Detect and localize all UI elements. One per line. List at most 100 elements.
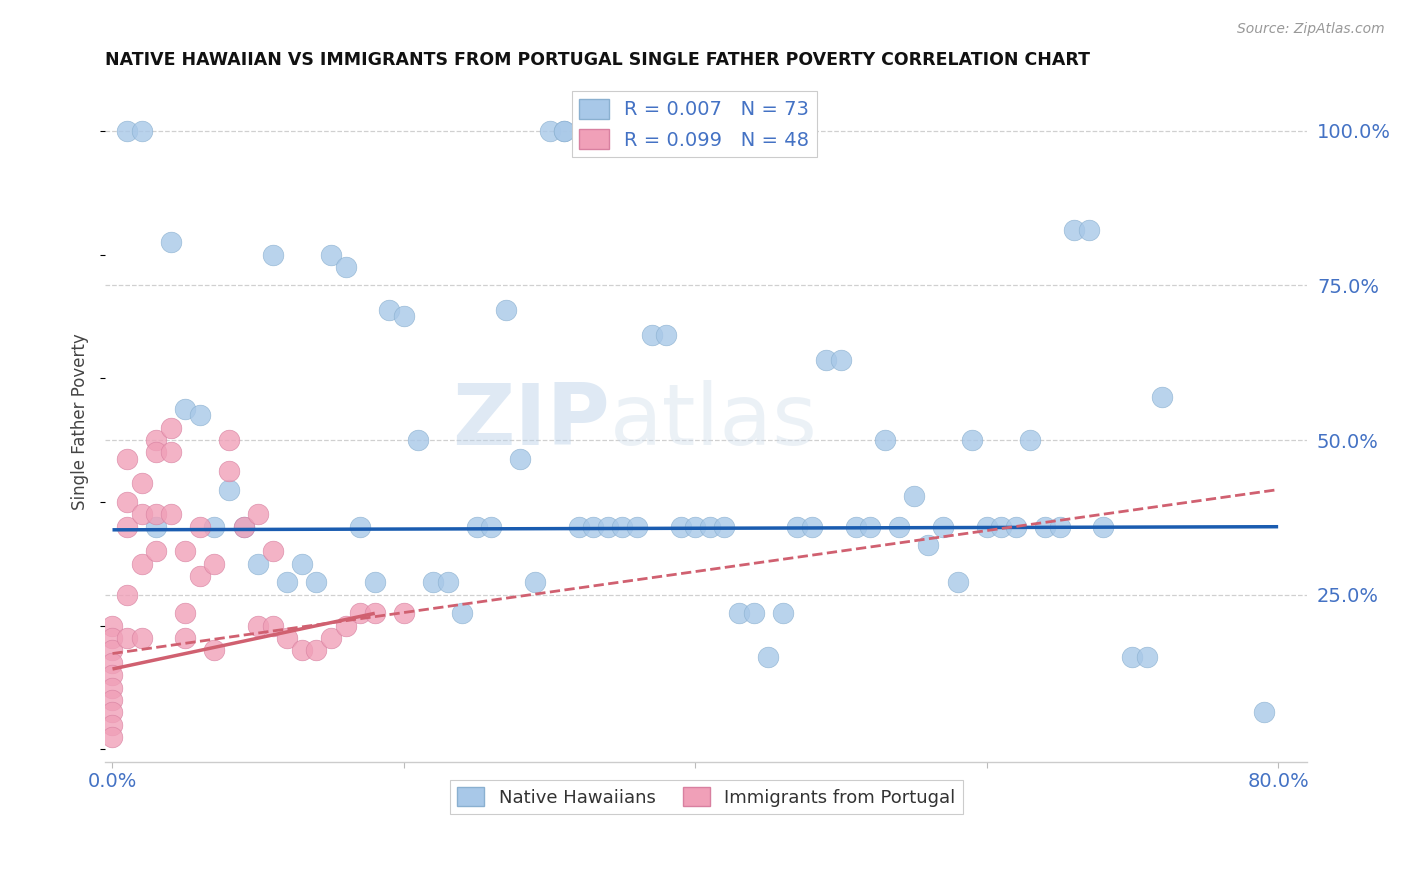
- Point: [713, 519, 735, 533]
- Point: [262, 247, 284, 261]
- Point: [319, 247, 342, 261]
- Point: [262, 618, 284, 632]
- Text: ZIP: ZIP: [453, 380, 610, 463]
- Point: [159, 421, 181, 435]
- Point: [553, 124, 575, 138]
- Point: [626, 519, 648, 533]
- Point: [364, 607, 387, 621]
- Point: [101, 706, 124, 720]
- Point: [131, 508, 153, 522]
- Point: [495, 303, 517, 318]
- Point: [101, 681, 124, 695]
- Point: [115, 451, 138, 466]
- Point: [699, 519, 721, 533]
- Point: [174, 544, 197, 558]
- Point: [145, 544, 167, 558]
- Point: [392, 607, 415, 621]
- Point: [728, 607, 751, 621]
- Point: [408, 433, 430, 447]
- Point: [479, 519, 502, 533]
- Point: [159, 445, 181, 459]
- Point: [669, 519, 692, 533]
- Point: [451, 607, 474, 621]
- Point: [145, 445, 167, 459]
- Point: [800, 519, 823, 533]
- Point: [131, 631, 153, 645]
- Point: [291, 557, 314, 571]
- Point: [145, 508, 167, 522]
- Point: [115, 588, 138, 602]
- Point: [1049, 519, 1071, 533]
- Point: [582, 519, 605, 533]
- Point: [1005, 519, 1028, 533]
- Point: [115, 495, 138, 509]
- Point: [101, 668, 124, 682]
- Point: [159, 508, 181, 522]
- Legend: Native Hawaiians, Immigrants from Portugal: Native Hawaiians, Immigrants from Portug…: [450, 780, 963, 814]
- Point: [188, 519, 211, 533]
- Point: [204, 643, 226, 657]
- Point: [305, 643, 328, 657]
- Point: [596, 519, 619, 533]
- Point: [917, 538, 939, 552]
- Point: [247, 557, 270, 571]
- Point: [101, 717, 124, 731]
- Point: [976, 519, 998, 533]
- Point: [145, 433, 167, 447]
- Point: [524, 575, 547, 590]
- Point: [655, 328, 678, 343]
- Point: [218, 433, 240, 447]
- Point: [319, 631, 342, 645]
- Point: [276, 631, 298, 645]
- Point: [1136, 649, 1159, 664]
- Point: [174, 607, 197, 621]
- Point: [101, 656, 124, 670]
- Point: [204, 519, 226, 533]
- Point: [101, 643, 124, 657]
- Point: [335, 618, 357, 632]
- Point: [436, 575, 458, 590]
- Point: [553, 124, 575, 138]
- Point: [1150, 390, 1173, 404]
- Point: [115, 124, 138, 138]
- Point: [568, 519, 591, 533]
- Point: [262, 544, 284, 558]
- Point: [786, 519, 808, 533]
- Point: [1253, 706, 1275, 720]
- Point: [188, 409, 211, 423]
- Point: [1092, 519, 1115, 533]
- Point: [349, 607, 371, 621]
- Y-axis label: Single Father Poverty: Single Father Poverty: [72, 334, 89, 510]
- Point: [772, 607, 794, 621]
- Point: [247, 508, 270, 522]
- Point: [1121, 649, 1143, 664]
- Point: [276, 575, 298, 590]
- Point: [218, 483, 240, 497]
- Point: [232, 519, 254, 533]
- Point: [1077, 223, 1099, 237]
- Point: [742, 607, 765, 621]
- Point: [335, 260, 357, 274]
- Point: [291, 643, 314, 657]
- Point: [830, 352, 852, 367]
- Point: [640, 328, 662, 343]
- Point: [845, 519, 868, 533]
- Point: [159, 235, 181, 249]
- Point: [101, 693, 124, 707]
- Point: [378, 303, 401, 318]
- Point: [465, 519, 488, 533]
- Point: [305, 575, 328, 590]
- Point: [1033, 519, 1056, 533]
- Point: [218, 464, 240, 478]
- Point: [174, 631, 197, 645]
- Point: [101, 730, 124, 744]
- Point: [960, 433, 983, 447]
- Text: NATIVE HAWAIIAN VS IMMIGRANTS FROM PORTUGAL SINGLE FATHER POVERTY CORRELATION CH: NATIVE HAWAIIAN VS IMMIGRANTS FROM PORTU…: [105, 51, 1090, 69]
- Point: [247, 618, 270, 632]
- Point: [889, 519, 911, 533]
- Point: [422, 575, 444, 590]
- Point: [131, 124, 153, 138]
- Point: [873, 433, 896, 447]
- Point: [685, 519, 707, 533]
- Point: [932, 519, 955, 533]
